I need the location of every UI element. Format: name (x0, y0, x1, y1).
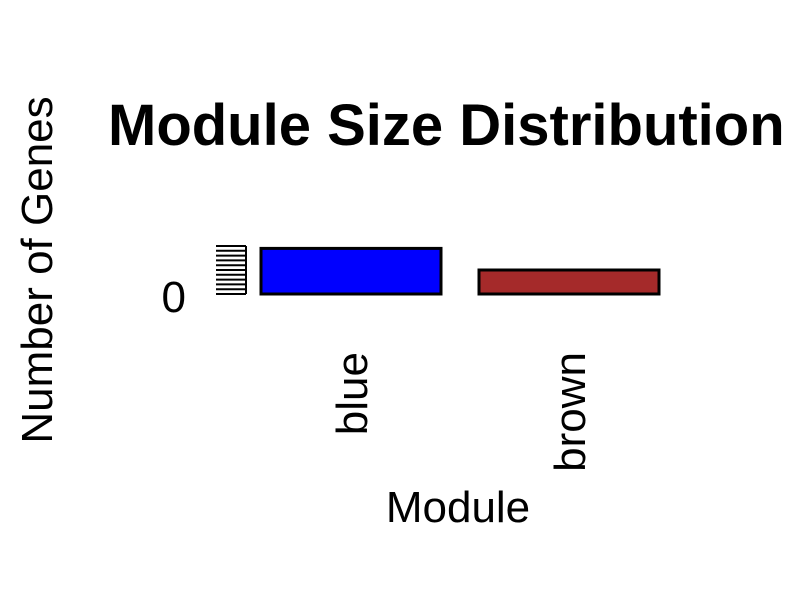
y-tick-label-0: 0 (162, 273, 186, 322)
x-tick-label-brown: brown (546, 352, 595, 472)
bar-blue (259, 246, 443, 296)
x-axis-label: Module (386, 483, 530, 532)
x-tick-label-blue: blue (328, 352, 377, 435)
bar-brown (477, 268, 661, 296)
chart-title: Module Size Distribution (108, 93, 785, 158)
bars-group (259, 246, 661, 296)
y-axis-label: Number of Genes (13, 96, 62, 443)
y-axis-ticks (216, 245, 247, 295)
x-tick-labels: blue brown (328, 352, 595, 472)
